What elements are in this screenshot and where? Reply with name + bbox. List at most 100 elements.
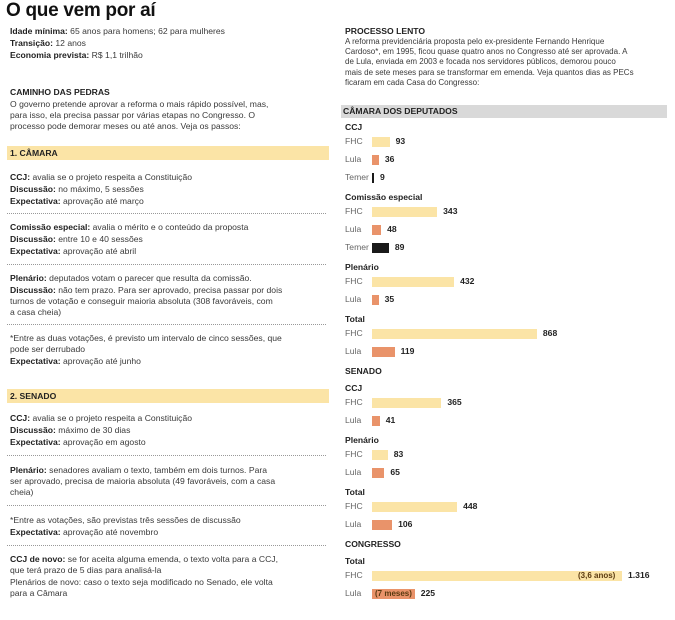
senado-ccj-discussao: Discussão: máximo de 30 dias — [10, 425, 131, 435]
bar-value: 35 — [384, 294, 395, 304]
camara-plenario-line: a casa cheia) — [10, 307, 62, 317]
bar-label: Lula — [345, 415, 362, 425]
bar-label: Lula — [345, 467, 362, 477]
senado-ccj-de-novo-line: que terá prazo de 5 dias para analisá-la — [10, 565, 162, 575]
bar-value: 83 — [393, 449, 404, 459]
bar-value: 225 — [420, 588, 436, 598]
senado-note: *Entre as votações, são previstas três s… — [10, 515, 241, 525]
bar-label: FHC — [345, 276, 363, 286]
stage-heading: CCJ — [345, 122, 363, 132]
bar-label: Lula — [345, 588, 362, 598]
bar — [372, 225, 382, 235]
bar-label: Temer — [345, 172, 369, 182]
divider — [7, 455, 326, 456]
senado-plenario: Plenário: senadores avaliam o texto, tam… — [10, 465, 267, 475]
page-title: O que vem por aí — [6, 0, 156, 21]
camara-plenario-discussao: Discussão: não tem prazo. Para ser aprov… — [10, 285, 283, 295]
bar-label: FHC — [345, 328, 363, 338]
bar-inner-label: (7 meses) — [375, 589, 412, 598]
bar-value: 36 — [384, 154, 395, 164]
chart-dias-por-casa: CÂMARA DOS DEPUTADOS CCJ FHC 93 Lula 36 Temer 9… — [341, 100, 669, 615]
house-heading: CONGRESSO — [345, 539, 401, 549]
bar — [372, 243, 389, 253]
bar — [372, 520, 393, 530]
bar — [372, 502, 458, 512]
bar-label: FHC — [345, 206, 363, 216]
summary-line-economia: Economia prevista: R$ 1,1 trilhão — [10, 50, 143, 60]
bar-label: FHC — [345, 570, 363, 580]
camara-ccj-expectativa: Expectativa: aprovação até março — [10, 196, 144, 206]
bar — [372, 468, 385, 478]
senado-expectativa: Expectativa: aprovação até novembro — [10, 527, 159, 537]
divider — [7, 505, 326, 506]
camara-comissao-expectativa: Expectativa: aprovação até abril — [10, 246, 137, 256]
camara-plenario: Plenário: deputados votam o parecer que … — [10, 273, 252, 283]
senado-ccj: CCJ: avalia se o projeto respeita a Cons… — [10, 413, 193, 423]
camara-comissao-discussao: Discussão: entre 10 e 40 sessões — [10, 234, 143, 244]
house-heading: SENADO — [345, 366, 382, 376]
divider — [7, 264, 326, 265]
bar — [372, 398, 442, 408]
stage-heading: Plenário — [345, 262, 379, 272]
bar-label: Lula — [345, 154, 362, 164]
caminho-line: O governo pretende aprovar a reforma o m… — [10, 99, 269, 109]
bar-label: FHC — [345, 397, 363, 407]
bar — [372, 207, 438, 217]
bar-value: 343 — [443, 206, 458, 216]
caminho-line: processo pode demorar meses ou até anos.… — [10, 121, 241, 131]
camara-plenario-line: turnos de votação e conseguir maioria ab… — [10, 296, 273, 306]
bar-value: 365 — [447, 397, 462, 407]
bar — [372, 347, 395, 357]
bar — [372, 295, 379, 305]
bar-label: FHC — [345, 136, 363, 146]
caminho-heading: CAMINHO DAS PEDRAS — [10, 87, 110, 97]
bar-value: 65 — [390, 467, 400, 477]
bar — [372, 571, 622, 581]
summary-line-idade: Idade mínima: 65 anos para homens; 62 pa… — [10, 26, 225, 36]
bar — [372, 450, 388, 460]
camara-comissao: Comissão especial: avalia o mérito e o c… — [10, 222, 249, 232]
senado-plenario-de-novo: Plenários de novo: caso o texto seja mod… — [10, 577, 273, 587]
camara-note: *Entre as duas votações, é previsto um i… — [10, 333, 282, 343]
senado-band: 2. SENADO — [7, 389, 329, 403]
bar-value: 432 — [460, 276, 475, 286]
bar-value: 106 — [398, 519, 413, 529]
bar — [372, 173, 374, 183]
divider — [7, 545, 326, 546]
bar-label: Lula — [345, 346, 362, 356]
bar — [372, 137, 390, 147]
bar-value: 119 — [400, 346, 415, 356]
bar-label: Lula — [345, 224, 362, 234]
bar-value: 448 — [463, 501, 478, 511]
bar-label: FHC — [345, 501, 363, 511]
stage-heading: Plenário — [345, 435, 379, 445]
stage-heading: Total — [345, 556, 365, 566]
camara-ccj: CCJ: avalia se o projeto respeita a Cons… — [10, 172, 193, 182]
lento-heading: PROCESSO LENTO — [345, 26, 426, 36]
senado-ccj-expectativa: Expectativa: aprovação em agosto — [10, 437, 146, 447]
bar — [372, 277, 455, 287]
bar — [372, 155, 379, 165]
bar-value: 48 — [387, 224, 397, 234]
stage-heading: Comissão especial — [345, 192, 423, 202]
divider — [7, 324, 326, 325]
bar-value: 41 — [385, 415, 396, 425]
house-band: CÂMARA DOS DEPUTADOS — [341, 105, 667, 118]
lento-text: A reforma previdenciária proposta pelo e… — [345, 37, 634, 87]
senado-plenario-line: ser aprovado, precisa de maioria absolut… — [10, 476, 276, 486]
bar-value: 89 — [394, 242, 405, 252]
divider — [7, 213, 326, 214]
bar-label: Temer — [345, 242, 369, 252]
bar-inner-label: (3,6 anos) — [578, 571, 616, 580]
bar — [372, 589, 415, 599]
bar-value: 9 — [380, 172, 385, 182]
senado-ccj-de-novo: CCJ de novo: se for aceita alguma emenda… — [10, 554, 278, 564]
caminho-line: para isso, ela precisa passar por várias… — [10, 110, 256, 120]
bar — [372, 416, 380, 426]
bar-value: 93 — [395, 136, 406, 146]
senado-plenario-de-novo-line: para a Câmara — [10, 588, 68, 598]
summary-line-transicao: Transição: 12 anos — [10, 38, 86, 48]
stage-heading: CCJ — [345, 383, 363, 393]
camara-note: pode ser derrubado — [10, 344, 86, 354]
stage-heading: Total — [345, 314, 365, 324]
